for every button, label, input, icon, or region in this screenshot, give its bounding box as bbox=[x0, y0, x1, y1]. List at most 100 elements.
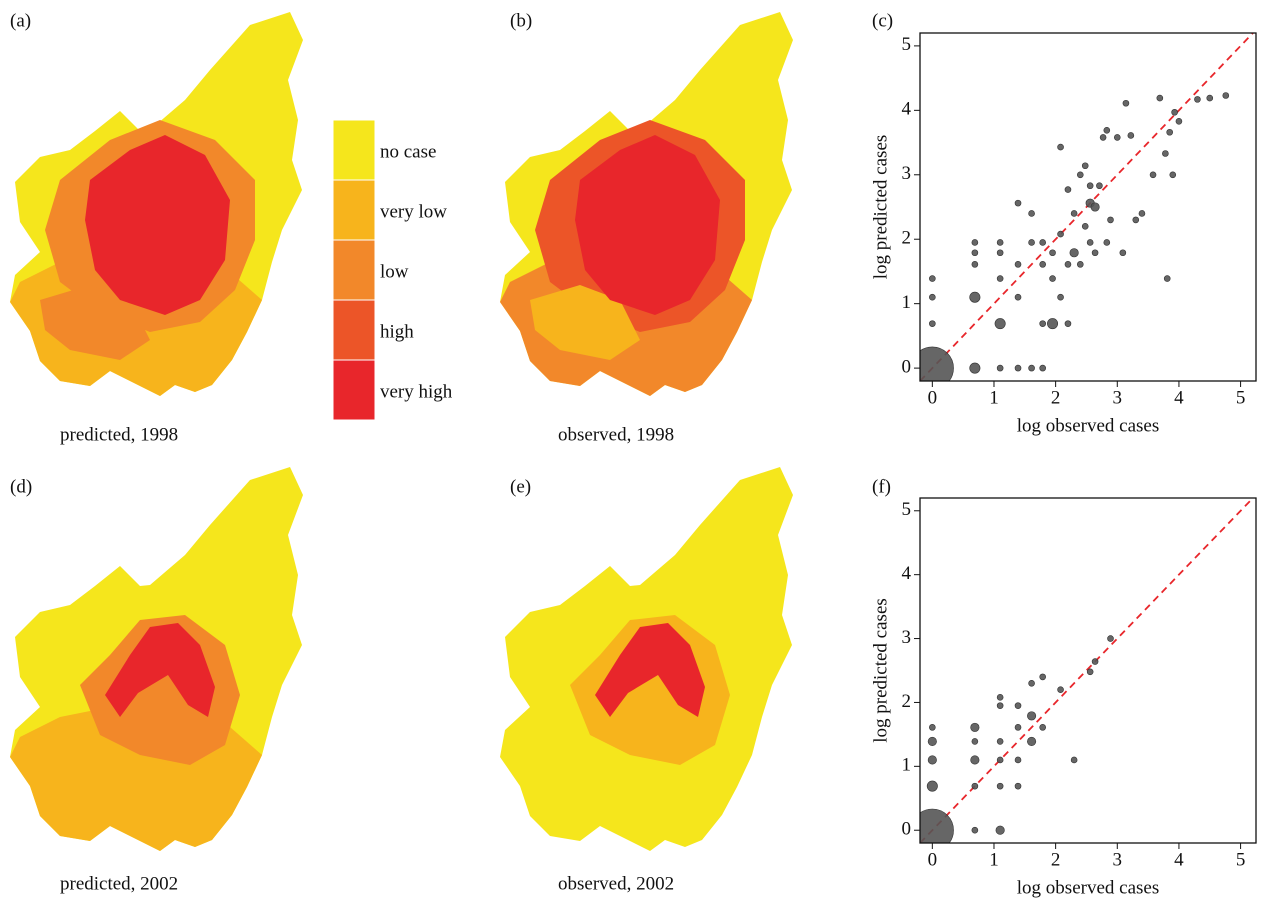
legend-swatch bbox=[332, 179, 376, 241]
point bbox=[1014, 782, 1022, 790]
x-tick-label: 5 bbox=[1236, 849, 1246, 870]
map-observed-1998 bbox=[500, 12, 793, 396]
point bbox=[1014, 702, 1022, 709]
point bbox=[1119, 249, 1127, 257]
point bbox=[1081, 162, 1089, 170]
map-caption: predicted, 1998 bbox=[60, 424, 178, 445]
point bbox=[1156, 94, 1164, 102]
plot-area bbox=[920, 498, 1254, 843]
point bbox=[1091, 658, 1099, 665]
point bbox=[1169, 171, 1177, 179]
y-tick-label: 5 bbox=[902, 34, 912, 55]
point bbox=[1163, 275, 1171, 282]
point bbox=[1069, 248, 1079, 258]
point bbox=[996, 694, 1004, 701]
point bbox=[1107, 635, 1114, 642]
point bbox=[1206, 94, 1214, 102]
point bbox=[1162, 150, 1169, 157]
point bbox=[929, 275, 936, 282]
point bbox=[995, 825, 1005, 835]
x-tick-label: 3 bbox=[1113, 387, 1123, 408]
plot-area bbox=[920, 33, 1254, 381]
point bbox=[1138, 210, 1146, 217]
point bbox=[1039, 261, 1046, 268]
identity-line bbox=[920, 498, 1254, 843]
point bbox=[929, 293, 936, 301]
point bbox=[970, 755, 980, 765]
point bbox=[971, 826, 979, 834]
point bbox=[1070, 210, 1078, 217]
point bbox=[1039, 239, 1046, 246]
y-tick-label: 0 bbox=[902, 356, 912, 377]
point bbox=[1057, 686, 1064, 693]
point bbox=[1127, 132, 1135, 139]
point bbox=[1132, 216, 1140, 224]
point bbox=[996, 782, 1004, 790]
point bbox=[920, 808, 954, 843]
legend-label: low bbox=[380, 261, 409, 282]
x-tick-label: 5 bbox=[1236, 387, 1246, 408]
point bbox=[1057, 143, 1064, 151]
point bbox=[1070, 756, 1078, 764]
point bbox=[1222, 92, 1230, 99]
point bbox=[1091, 249, 1099, 257]
point bbox=[1149, 171, 1157, 179]
x-tick-label: 1 bbox=[989, 849, 999, 870]
point bbox=[1086, 668, 1094, 676]
point bbox=[1057, 230, 1064, 238]
point bbox=[927, 736, 937, 746]
point bbox=[1113, 134, 1121, 141]
point bbox=[929, 724, 936, 731]
point bbox=[1122, 99, 1130, 107]
point bbox=[1014, 199, 1022, 207]
point bbox=[1081, 223, 1089, 230]
x-tick-label: 3 bbox=[1113, 849, 1123, 870]
point bbox=[994, 318, 1006, 330]
panel-label: (b) bbox=[510, 10, 532, 31]
point bbox=[1027, 736, 1037, 746]
point bbox=[970, 722, 980, 732]
map-caption: predicted, 2002 bbox=[60, 873, 178, 894]
point bbox=[1057, 293, 1064, 301]
y-tick-label: 1 bbox=[902, 292, 912, 313]
x-axis-label: log observed cases bbox=[1017, 415, 1159, 436]
y-tick-label: 3 bbox=[902, 627, 912, 648]
point bbox=[1107, 216, 1114, 224]
panel-label: (c) bbox=[872, 10, 893, 31]
point bbox=[971, 249, 979, 257]
y-tick-label: 0 bbox=[902, 819, 912, 840]
x-tick-label: 2 bbox=[1051, 849, 1061, 870]
point bbox=[926, 780, 938, 792]
panel-label: (d) bbox=[10, 476, 32, 497]
x-axis-label: log observed cases bbox=[1017, 877, 1159, 898]
point bbox=[1064, 320, 1072, 327]
point bbox=[1103, 239, 1111, 246]
map-observed-2002 bbox=[500, 467, 793, 851]
legend-label: very high bbox=[380, 381, 453, 402]
y-tick-label: 1 bbox=[902, 755, 912, 776]
point bbox=[927, 755, 937, 765]
point bbox=[971, 738, 979, 745]
legend-label: no case bbox=[380, 141, 436, 162]
point bbox=[1086, 239, 1094, 246]
x-tick-label: 4 bbox=[1174, 387, 1184, 408]
x-tick-label: 0 bbox=[928, 849, 938, 870]
y-tick-label: 4 bbox=[902, 99, 912, 120]
point bbox=[1028, 239, 1035, 246]
point bbox=[1028, 364, 1035, 372]
point bbox=[1014, 261, 1022, 268]
point bbox=[971, 261, 979, 268]
legend-label: very low bbox=[380, 201, 447, 222]
point bbox=[1076, 171, 1084, 179]
point bbox=[1194, 96, 1201, 103]
point bbox=[1039, 320, 1046, 327]
y-tick-label: 5 bbox=[902, 499, 912, 520]
y-axis-label: log predicted cases bbox=[870, 598, 891, 743]
legend-swatch bbox=[332, 239, 376, 301]
point bbox=[971, 782, 979, 790]
point bbox=[1049, 275, 1056, 282]
point bbox=[996, 364, 1004, 372]
point bbox=[1047, 318, 1059, 330]
y-tick-label: 2 bbox=[902, 228, 912, 249]
point bbox=[1049, 249, 1056, 257]
